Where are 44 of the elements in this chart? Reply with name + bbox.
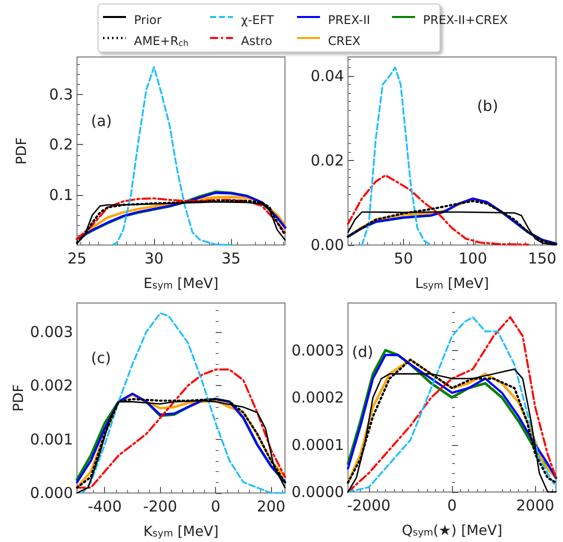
y-tick-label: 0.0002 bbox=[292, 388, 344, 406]
x-tick-label: 30 bbox=[144, 250, 164, 268]
legend-label: Prior bbox=[134, 13, 162, 27]
annotation: (c) bbox=[91, 349, 111, 367]
y-tick-label: 0.3 bbox=[49, 86, 73, 104]
y-tick-label: 0.2 bbox=[49, 136, 73, 154]
x-tick-label: 50 bbox=[394, 250, 414, 268]
y-axis-title: PDF bbox=[14, 137, 30, 165]
x-axis-title: Qsym(★) [MeV] bbox=[402, 523, 502, 539]
y-tick-label: 0.1 bbox=[49, 186, 73, 204]
x-tick-label: 200 bbox=[256, 498, 286, 516]
x-tick-label: 2000 bbox=[516, 496, 554, 514]
x-tick-label: 0 bbox=[447, 496, 457, 514]
y-tick-label: 0.001 bbox=[30, 430, 73, 448]
legend-label: PREX-II bbox=[328, 13, 370, 27]
y-tick-label: 0.003 bbox=[30, 322, 73, 341]
legend-label: Astro bbox=[241, 34, 272, 48]
legend-label: PREX-II+CREX bbox=[423, 13, 508, 27]
x-tick-label: 0 bbox=[210, 498, 220, 516]
annotation: (d) bbox=[352, 343, 374, 362]
x-tick-label: 150 bbox=[528, 250, 556, 268]
y-tick-label: 0.04 bbox=[310, 67, 344, 86]
legend-label: χ-EFT bbox=[241, 13, 275, 27]
x-axis-title: Ksym [MeV] bbox=[143, 524, 219, 540]
y-tick-label: 0.000 bbox=[30, 484, 73, 502]
x-tick-label: -2000 bbox=[347, 496, 391, 514]
x-tick-label: -400 bbox=[88, 498, 122, 516]
y-tick-label: 0.0001 bbox=[292, 436, 344, 454]
x-axis-title: Esym [MeV] bbox=[144, 276, 218, 292]
legend-label: AME+Rch bbox=[134, 34, 188, 48]
y-axis-title: PDF bbox=[11, 384, 28, 412]
x-tick-label: 100 bbox=[458, 250, 488, 268]
y-tick-label: 0.02 bbox=[310, 152, 344, 170]
y-tick-label: 0.002 bbox=[30, 376, 73, 395]
annotation: (a) bbox=[91, 112, 112, 130]
x-tick-label: -200 bbox=[143, 498, 178, 516]
legend-label: CREX bbox=[328, 34, 361, 48]
y-tick-label: 0.00 bbox=[310, 236, 344, 254]
annotation: (b) bbox=[476, 96, 498, 115]
y-tick-label: 0.0003 bbox=[292, 341, 344, 360]
y-tick-label: 0.0000 bbox=[292, 483, 344, 501]
x-axis-title: Lsym [MeV] bbox=[415, 276, 489, 292]
x-tick-label: 25 bbox=[67, 250, 87, 268]
x-tick-label: 35 bbox=[222, 250, 241, 268]
